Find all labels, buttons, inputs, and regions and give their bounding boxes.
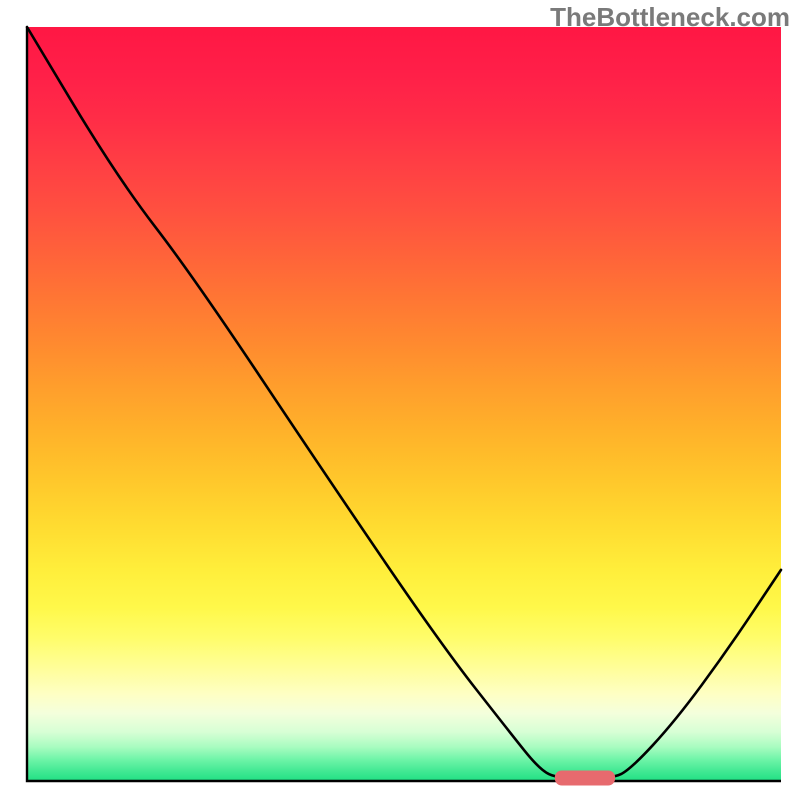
bottleneck-chart: TheBottleneck.com [0,0,800,800]
optimal-marker [555,770,615,785]
watermark-text: TheBottleneck.com [550,2,790,33]
chart-canvas [0,0,800,800]
plot-background [27,27,781,781]
